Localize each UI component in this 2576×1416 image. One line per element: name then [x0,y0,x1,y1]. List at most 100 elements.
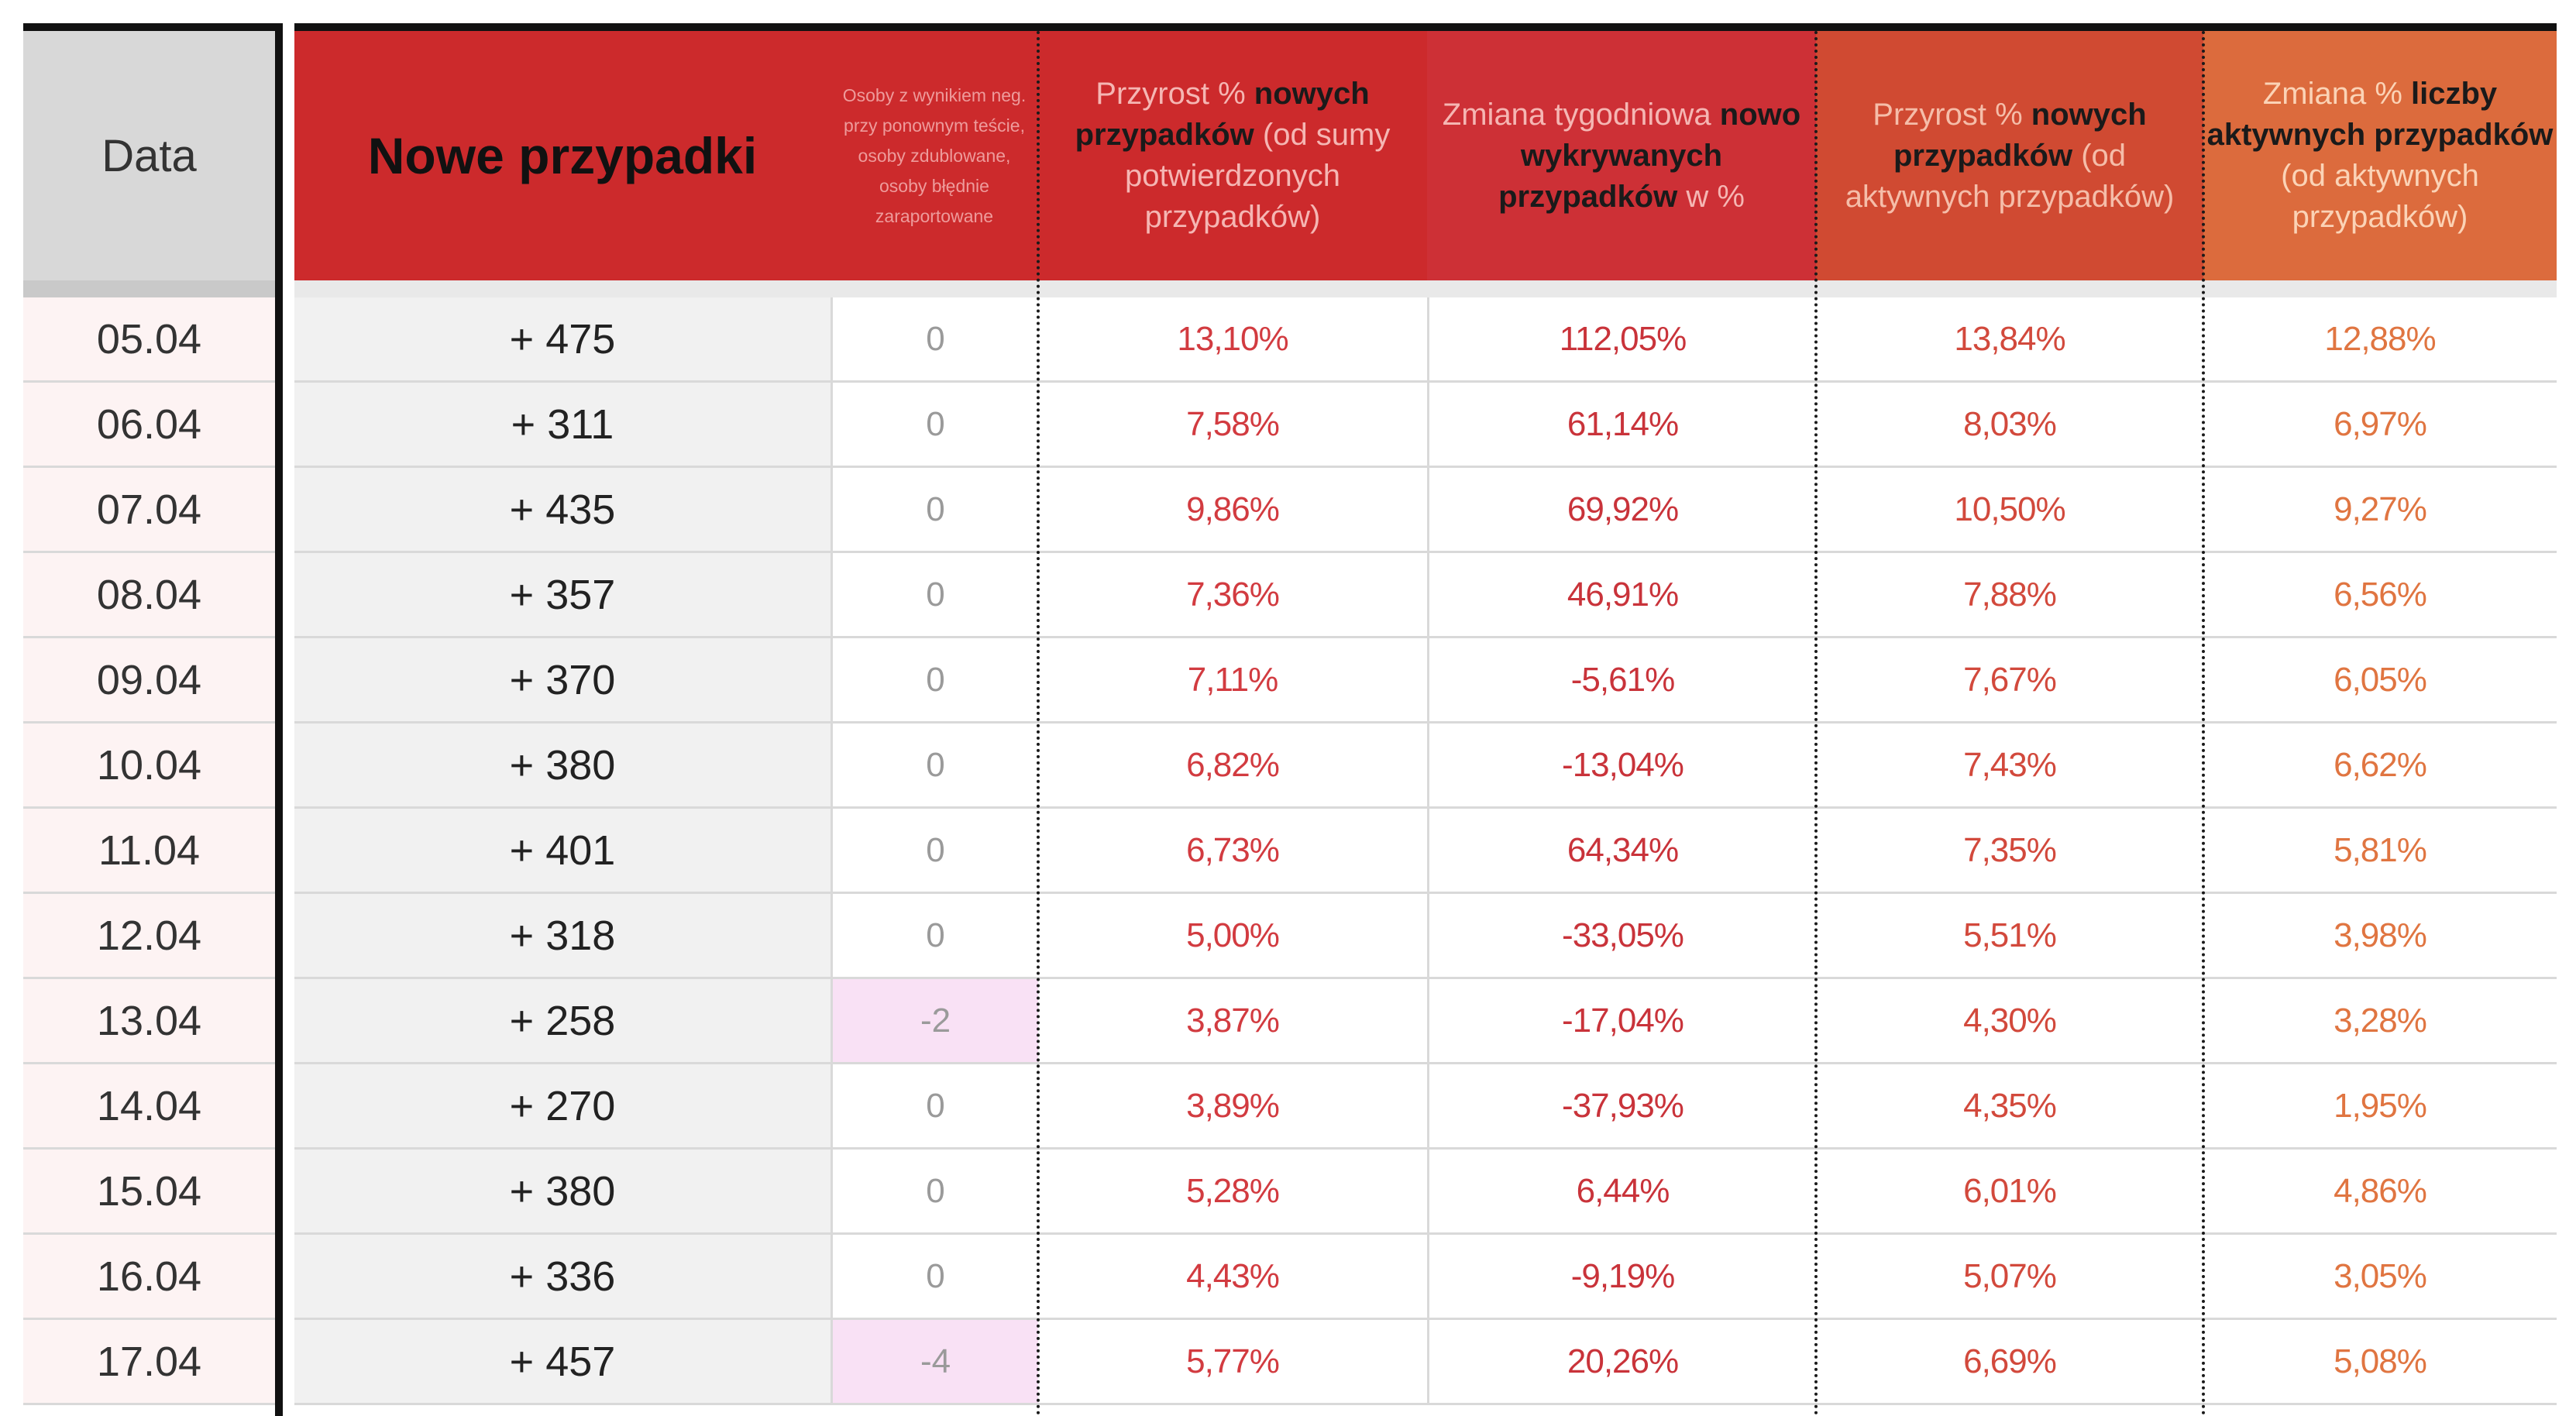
weekly-change-cell: 46,91% [1427,553,1816,636]
negative-retest-cell: 0 [831,553,1038,636]
table-row: 13.04 + 258 -2 3,87% -17,04% 4,30% 3,28% [23,979,2557,1064]
negative-retest-cell: 0 [831,809,1038,892]
header-growth-active: Przyrost % nowych przypadków (od aktywny… [1816,31,2203,280]
header-new-cases-label: Nowe przypadki [367,127,758,184]
negative-retest-cell: 0 [831,1235,1038,1318]
active-change-cell: 5,81% [2334,830,2427,869]
header-separator [23,280,2557,297]
active-change-cell: 6,97% [2334,404,2427,443]
table-row: 06.04 + 311 0 7,58% 61,14% 8,03% 6,97% [23,383,2557,468]
active-change-cell: 4,86% [2334,1171,2427,1210]
negative-retest-cell: 0 [831,383,1038,466]
growth-total-cell: 13,10% [1177,319,1288,358]
date-cell: 14.04 [23,1064,275,1147]
growth-active-cell: 5,07% [1963,1256,2057,1295]
growth-active-cell: 5,51% [1963,916,2057,954]
new-cases-cell: + 311 [294,383,831,466]
new-cases-cell: + 357 [294,553,831,636]
new-cases-cell: + 380 [294,1150,831,1232]
growth-total-cell: 5,28% [1186,1171,1280,1210]
active-change-cell: 6,05% [2334,660,2427,699]
new-cases-cell: + 258 [294,979,831,1062]
growth-active-cell: 7,67% [1963,660,2057,699]
table-row: 14.04 + 270 0 3,89% -37,93% 4,35% 1,95% [23,1064,2557,1150]
weekly-change-cell: 20,26% [1427,1320,1816,1403]
new-cases-cell: + 435 [294,468,831,551]
dotted-divider [2202,31,2205,1416]
negative-retest-cell: 0 [831,297,1038,380]
growth-total-cell: 9,86% [1186,490,1280,528]
date-cell: 06.04 [23,383,275,466]
weekly-change-cell: 64,34% [1427,809,1816,892]
date-cell: 15.04 [23,1150,275,1232]
dotted-divider [1814,31,1818,1416]
top-rule [23,23,2557,31]
weekly-change-cell: -5,61% [1427,638,1816,721]
header-negative-retest-label: Osoby z wynikiem neg. przy ponownym teśc… [842,84,1027,226]
header-new-cases: Nowe przypadki [294,31,831,280]
negative-retest-cell: 0 [831,1150,1038,1232]
growth-total-cell: 5,77% [1186,1342,1280,1380]
date-cell: 16.04 [23,1235,275,1318]
growth-active-cell: 4,35% [1963,1086,2057,1125]
growth-total-cell: 7,36% [1186,575,1280,613]
date-cell: 09.04 [23,638,275,721]
growth-total-cell: 6,73% [1186,830,1280,869]
data-table: Data Nowe przypadki Osoby z wynikiem neg… [23,23,2557,1416]
header-date-label: Data [101,130,197,181]
new-cases-cell: + 380 [294,723,831,806]
active-change-cell: 9,27% [2334,490,2427,528]
table-row: 11.04 + 401 0 6,73% 64,34% 7,35% 5,81% [23,809,2557,894]
header-weekly-change: Zmiana tygodniowa nowo wykrywanych przyp… [1427,31,1816,280]
date-cell: 08.04 [23,553,275,636]
active-change-cell: 6,56% [2334,575,2427,613]
date-cell: 17.04 [23,1320,275,1403]
weekly-change-cell: -13,04% [1427,723,1816,806]
table-row: 07.04 + 435 0 9,86% 69,92% 10,50% 9,27% [23,468,2557,553]
header-weekly-change-label: Zmiana tygodniowa nowo wykrywanych przyp… [1442,97,1801,214]
weekly-change-cell: 61,14% [1427,383,1816,466]
negative-retest-cell: -2 [831,979,1038,1062]
active-change-cell: 5,08% [2334,1342,2427,1380]
growth-active-cell: 6,01% [1963,1171,2057,1210]
active-change-cell: 3,98% [2334,916,2427,954]
negative-retest-cell: 0 [831,894,1038,977]
growth-total-cell: 7,58% [1186,404,1280,443]
header-growth-total: Przyrost % nowych przypadków (od sumy po… [1038,31,1427,280]
new-cases-cell: + 336 [294,1235,831,1318]
negative-retest-cell: 0 [831,468,1038,551]
new-cases-cell: + 401 [294,809,831,892]
negative-retest-cell: -4 [831,1320,1038,1403]
growth-active-cell: 7,43% [1963,745,2057,784]
weekly-change-cell: 112,05% [1427,297,1816,380]
header-growth-active-label: Przyrost % nowych przypadków (od aktywny… [1845,97,2175,214]
growth-active-cell: 8,03% [1963,404,2057,443]
header-date: Data [23,31,275,280]
header-active-change-label: Zmiana % liczby aktywnych przypadków (od… [2206,77,2554,234]
growth-total-cell: 5,00% [1186,916,1280,954]
growth-active-cell: 7,35% [1963,830,2057,869]
active-change-cell: 12,88% [2324,319,2436,358]
date-cell: 12.04 [23,894,275,977]
new-cases-cell: + 457 [294,1320,831,1403]
growth-total-cell: 3,89% [1186,1086,1280,1125]
growth-active-cell: 7,88% [1963,575,2057,613]
weekly-change-cell: -9,19% [1427,1235,1816,1318]
table-row: 12.04 + 318 0 5,00% -33,05% 5,51% 3,98% [23,894,2557,979]
header-active-change: Zmiana % liczby aktywnych przypadków (od… [2203,31,2557,280]
growth-active-cell: 13,84% [1954,319,2065,358]
weekly-change-cell: 6,44% [1427,1150,1816,1232]
table-row: 05.04 + 475 0 13,10% 112,05% 13,84% 12,88% [23,297,2557,383]
weekly-change-cell: -33,05% [1427,894,1816,977]
negative-retest-cell: 0 [831,638,1038,721]
header-growth-total-label: Przyrost % nowych przypadków (od sumy po… [1075,77,1391,234]
new-cases-cell: + 270 [294,1064,831,1147]
active-change-cell: 3,28% [2334,1001,2427,1040]
weekly-change-cell: 69,92% [1427,468,1816,551]
active-change-cell: 3,05% [2334,1256,2427,1295]
growth-total-cell: 4,43% [1186,1256,1280,1295]
new-cases-cell: + 475 [294,297,831,380]
weekly-change-cell: -37,93% [1427,1064,1816,1147]
header-negative-retest: Osoby z wynikiem neg. przy ponownym teśc… [831,31,1038,280]
table-row: 08.04 + 357 0 7,36% 46,91% 7,88% 6,56% [23,553,2557,638]
